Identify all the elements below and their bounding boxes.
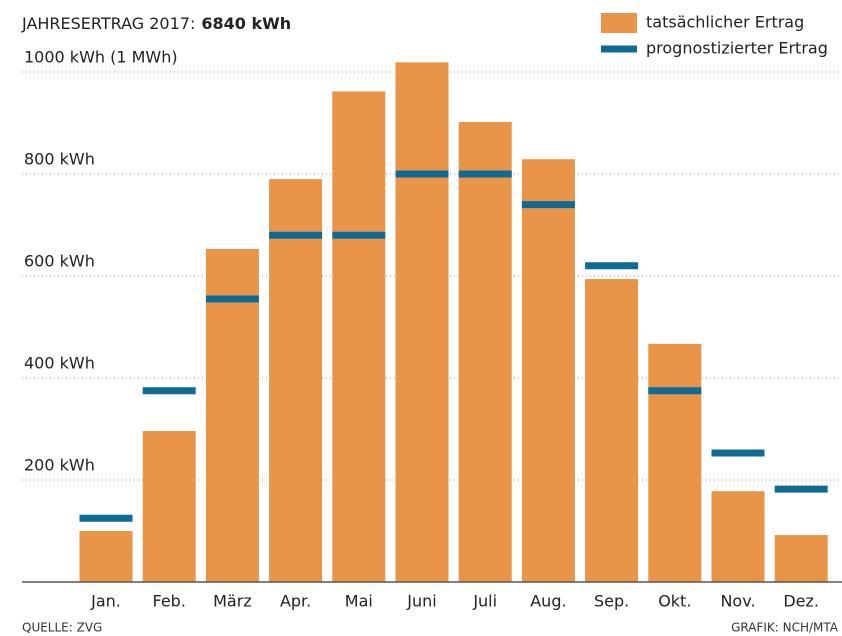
legend-label: prognostizierter Ertrag: [646, 39, 828, 58]
bar: [142, 431, 196, 582]
legend-swatch: [601, 13, 637, 33]
x-tick-label: Apr.: [280, 592, 311, 611]
bar: [711, 491, 765, 582]
x-tick-label: Aug.: [530, 592, 566, 611]
x-tick-label: Juli: [472, 592, 497, 611]
subtitle-value: 6840 kWh: [201, 14, 291, 33]
y-tick-label: 600 kWh: [24, 252, 95, 271]
bar: [332, 91, 386, 582]
bar: [774, 535, 828, 582]
subtitle-label: JAHRESERTRAG 2017:: [21, 14, 195, 33]
x-tick-label: Dez.: [783, 592, 819, 611]
bar: [269, 179, 323, 582]
source: QUELLE: ZVG: [22, 621, 102, 635]
x-tick-label: Sep.: [594, 592, 629, 611]
x-tick-label: Juni: [406, 592, 436, 611]
y-tick-label: 400 kWh: [24, 354, 95, 373]
y-tick-label: 1000 kWh (1 MWh): [24, 48, 178, 67]
legend-label: tatsächlicher Ertrag: [646, 13, 804, 32]
y-tick-label: 800 kWh: [24, 150, 95, 169]
bar: [648, 343, 702, 582]
bar: [79, 531, 133, 582]
bar: [395, 62, 449, 583]
bar: [458, 121, 512, 582]
x-tick-label: Feb.: [152, 592, 185, 611]
x-tick-label: Okt.: [658, 592, 691, 611]
bar: [205, 248, 259, 582]
x-tick-label: Nov.: [720, 592, 755, 611]
x-tick-label: Mai: [345, 592, 373, 611]
y-tick-label: 200 kWh: [24, 456, 95, 475]
credit: GRAFIK: NCH/MTA: [731, 621, 839, 635]
x-tick-label: Jan.: [90, 592, 121, 611]
x-tick-label: März: [213, 592, 252, 611]
bar: [585, 279, 639, 582]
bar: [521, 159, 575, 582]
subtitle: JAHRESERTRAG 2017: 6840 kWh: [21, 14, 291, 33]
